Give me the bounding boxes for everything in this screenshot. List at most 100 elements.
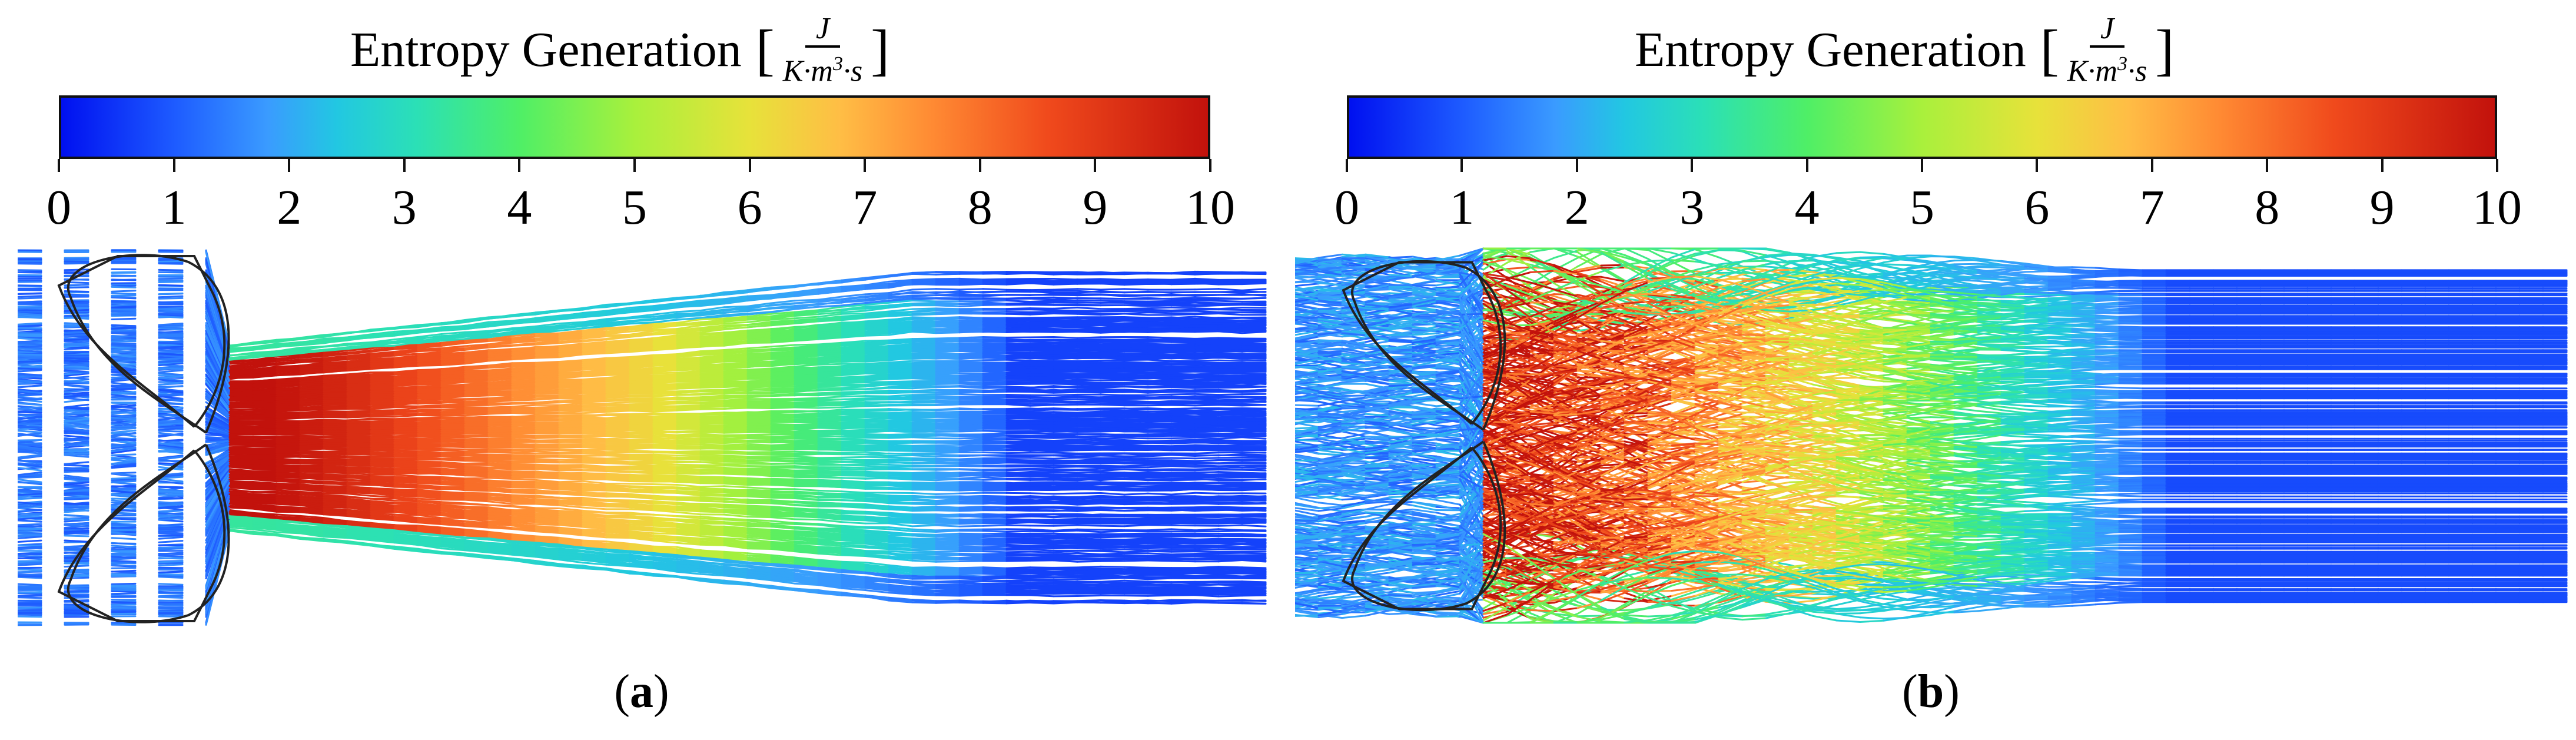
streamline-segment	[440, 517, 466, 519]
streamline-segment	[228, 420, 254, 423]
streamline-segment	[18, 583, 42, 586]
colorbar-tick	[1209, 159, 1211, 172]
colorbar-tick	[58, 159, 60, 172]
streamline-segment	[252, 502, 278, 505]
streamline-segment	[464, 478, 490, 482]
streamline-segment	[817, 311, 843, 316]
streamline-segment	[464, 460, 490, 463]
colorbar-tick-label: 8	[968, 175, 992, 240]
streamline-segment	[699, 503, 725, 506]
streamline-segment	[723, 542, 749, 546]
streamline-segment	[299, 490, 325, 495]
streamline-segment	[1241, 524, 1267, 527]
streamline-segment	[228, 361, 254, 365]
streamline-segment	[676, 323, 702, 327]
panel-a: Entropy Generation [ J K·m3·s ] 0 1 2 3 4 5 6 7…	[0, 0, 1283, 740]
streamline-segment	[228, 486, 254, 490]
streamline-segment	[417, 514, 443, 519]
streamline-segment	[558, 333, 584, 337]
streamline-segment	[629, 471, 655, 474]
unit-numerator: J	[805, 12, 841, 48]
streamline-segment	[535, 525, 560, 529]
streamline-segment	[558, 510, 584, 513]
streamline-segment	[864, 474, 890, 479]
streamline-segment	[746, 559, 772, 564]
streamline-segment	[323, 508, 348, 513]
streamline-segment	[18, 563, 42, 566]
streamline-segment	[323, 507, 348, 511]
streamline-segment	[723, 513, 749, 518]
streamline-segment	[275, 513, 301, 517]
streamline-segment	[699, 321, 725, 326]
streamline-segment	[158, 563, 184, 567]
streamline-segment	[770, 540, 796, 544]
streamline-segment	[1217, 556, 1243, 559]
colorbar	[59, 95, 1210, 159]
colorbar-tick-label: 2	[277, 175, 301, 240]
streamline-segment	[841, 521, 867, 525]
streamline-segment	[982, 304, 1008, 306]
streamline-segment	[417, 497, 443, 501]
streamline-segment	[794, 556, 819, 561]
streamline-segment	[817, 336, 843, 340]
streamline-segment	[1076, 454, 1102, 458]
streamline-segment	[1076, 552, 1102, 556]
streamline-segment	[817, 549, 843, 552]
streamline-segment	[1123, 548, 1149, 552]
streamline-segment	[841, 526, 867, 529]
streamline-segment	[770, 538, 796, 543]
streamline-segment	[535, 334, 560, 338]
streamline-segment	[841, 437, 867, 440]
streamline-segment	[370, 512, 396, 516]
streamline-segment	[1147, 524, 1173, 526]
streamline-segment	[1029, 432, 1055, 435]
streamline-segment	[746, 536, 772, 540]
streamline-segment	[1005, 530, 1031, 533]
streamline-segment	[511, 521, 537, 525]
streamline-segment	[1053, 524, 1078, 527]
streamline-segment	[1217, 313, 1243, 316]
streamline-segment	[535, 485, 560, 488]
streamline-segment	[299, 504, 325, 509]
streamline-segment	[817, 546, 843, 549]
streamline-segment	[1217, 524, 1243, 527]
streamline-segment	[1029, 547, 1055, 550]
streamline-segment	[817, 523, 843, 529]
streamline-segment	[1029, 549, 1055, 552]
streamline-segment	[1100, 437, 1126, 440]
streamline-segment	[770, 315, 796, 320]
streamline-segment	[158, 284, 184, 287]
streamline-segment	[864, 546, 890, 550]
streamline-segment	[111, 522, 137, 526]
streamline-segment	[275, 357, 301, 361]
streamline-segment	[1241, 304, 1267, 307]
streamline-segment	[888, 550, 914, 553]
streamline-segment	[817, 565, 843, 569]
streamline-segment	[1194, 566, 1220, 569]
streamline-segment	[158, 454, 184, 459]
streamline-segment	[511, 436, 537, 439]
streamline-segment	[676, 511, 702, 516]
streamline-segment	[958, 575, 984, 578]
streamline-segment	[1147, 550, 1173, 553]
colorbar-tick	[403, 159, 406, 172]
streamline-segment	[1123, 566, 1149, 569]
colorbar-tick	[633, 159, 636, 172]
streamline-segment	[958, 304, 984, 307]
streamline-segment	[629, 449, 655, 453]
streamline-segment	[1241, 550, 1267, 553]
streamline-segment	[1076, 549, 1102, 552]
streamline-segment	[794, 313, 819, 317]
streamline-segment	[111, 317, 137, 320]
colorbar-tick-label: 4	[507, 175, 532, 240]
streamline-segment	[558, 523, 584, 527]
streamline-segment	[1123, 574, 1149, 578]
streamline-segment	[1241, 432, 1267, 434]
streamline-segment	[794, 546, 819, 551]
streamline-segment	[888, 522, 914, 527]
streamline-segment	[864, 550, 890, 552]
streamline-segment	[346, 510, 372, 514]
streamline-segment	[1241, 574, 1267, 578]
streamline-segment	[629, 436, 655, 439]
streamline-segment	[1241, 499, 1267, 502]
